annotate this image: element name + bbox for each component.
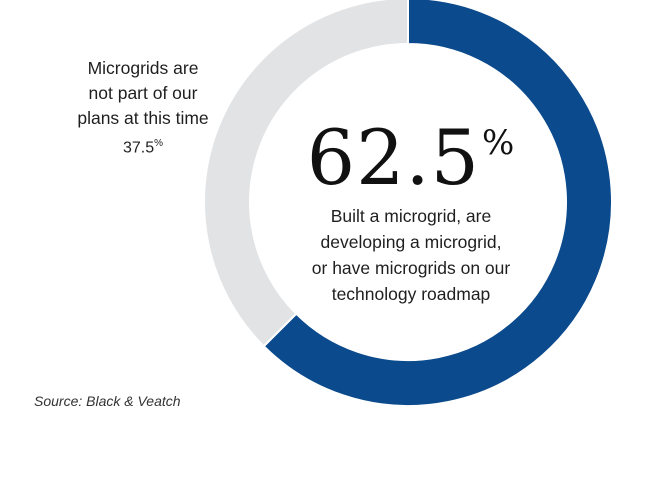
minor-label-line-1: Microgrids are <box>87 58 199 78</box>
minor-percent-unit: % <box>154 138 164 149</box>
major-label-line-2: developing a microgrid, <box>320 232 502 252</box>
minor-percent-value: 37.5 <box>122 139 155 157</box>
major-label-line-3: or have microgrids on our <box>311 258 511 278</box>
donut-slices <box>203 0 613 407</box>
minor-label-line-3: plans at this time <box>77 108 209 128</box>
minor-slice-label: Microgrids are not part of our plans at … <box>58 56 228 160</box>
minor-percent: 37.5% <box>58 131 228 160</box>
major-percent-unit: % <box>481 123 516 163</box>
major-percent: 62.5% <box>296 98 526 203</box>
major-label-line-4: technology roadmap <box>331 284 491 304</box>
major-percent-value: 62.5 <box>306 113 480 202</box>
source-note: Source: Black & Veatch <box>34 393 181 409</box>
donut-slice-major <box>262 0 613 407</box>
minor-label-line-2: not part of our <box>88 83 198 103</box>
major-label-line-1: Built a microgrid, are <box>330 206 492 226</box>
major-slice-label: Built a microgrid, are developing a micr… <box>290 203 532 307</box>
donut-slice-minor <box>203 0 409 348</box>
